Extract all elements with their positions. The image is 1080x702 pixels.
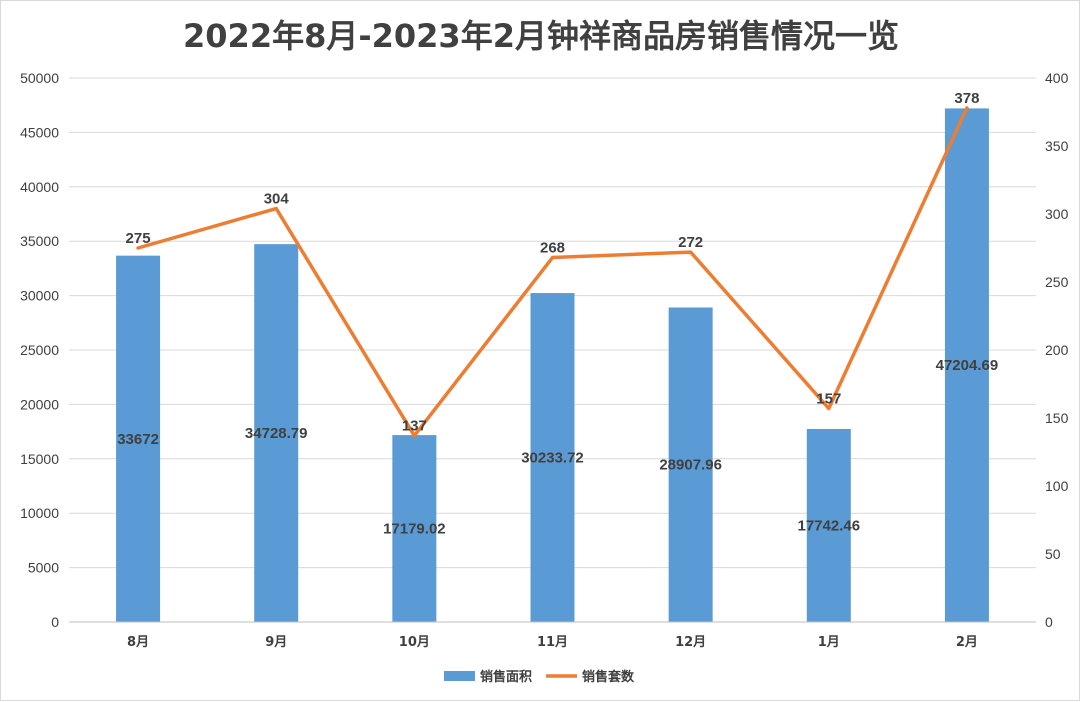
legend: 销售面积 销售套数 (444, 669, 635, 685)
bar (944, 108, 989, 623)
line-point (274, 207, 278, 211)
bar-data-label: 47204.69 (936, 357, 999, 374)
line-data-label: 304 (264, 191, 290, 208)
left-tick-label: 20000 (20, 396, 59, 412)
x-axis: 8月 9月 10月 11月 12月 1月 2月 (69, 621, 1036, 650)
legend-label: 销售套数 (582, 669, 635, 685)
right-tick-label: 400 (1045, 70, 1069, 86)
bar (806, 428, 851, 622)
bar-data-label: 34728.79 (245, 425, 308, 442)
bar (254, 244, 299, 623)
right-tick-label: 200 (1045, 342, 1069, 358)
bar (668, 307, 713, 622)
line-data-label: 272 (678, 234, 703, 251)
left-tick-label: 10000 (20, 505, 59, 521)
line-data-label: 137 (402, 418, 427, 435)
legend-label: 销售面积 (480, 669, 532, 685)
right-tick-label: 0 (1045, 614, 1053, 630)
bar (116, 255, 161, 623)
category-label: 8月 (127, 635, 149, 650)
left-tick-label: 50000 (20, 70, 59, 86)
left-tick-label: 0 (51, 614, 59, 630)
chart-title: 2022年8月-2023年2月钟祥商品房销售情况一览 (183, 17, 899, 55)
category-label: 9月 (265, 635, 287, 650)
category-label: 2月 (956, 635, 978, 650)
bar-series (116, 108, 989, 623)
right-tick-label: 50 (1045, 546, 1061, 562)
left-axis: 0 5000 10000 15000 20000 25000 30000 35000 40000… (20, 70, 59, 630)
bar-data-label: 17742.46 (797, 517, 860, 534)
right-tick-label: 100 (1045, 478, 1069, 494)
line-data-label: 157 (816, 390, 841, 407)
line-point (689, 250, 693, 254)
line-data-label: 275 (126, 230, 151, 247)
bar (392, 435, 437, 622)
left-tick-label: 40000 (20, 179, 59, 195)
line-point (136, 246, 140, 250)
category-label: 10月 (399, 635, 430, 650)
bar (530, 293, 575, 622)
category-label: 11月 (537, 635, 568, 650)
left-tick-label: 30000 (20, 288, 59, 304)
bar-data-label: 28907.96 (659, 457, 722, 474)
bar-data-label: 30233.72 (521, 450, 584, 467)
left-tick-label: 15000 (20, 451, 59, 467)
line-data-label: 268 (540, 240, 565, 257)
left-tick-label: 35000 (20, 233, 59, 249)
legend-swatch-bar (444, 671, 475, 681)
right-tick-label: 150 (1045, 410, 1069, 426)
line-point (965, 106, 969, 110)
data-labels: 33672 34728.79 17179.02 30233.72 28907.96 177… (117, 90, 998, 538)
right-axis: 0 50 100 150 200 250 300 350 400 (1045, 70, 1069, 630)
bar-data-label: 17179.02 (383, 521, 446, 538)
right-tick-label: 350 (1045, 138, 1069, 154)
line-series (136, 106, 969, 438)
right-tick-label: 250 (1045, 274, 1069, 290)
category-label: 1月 (818, 635, 840, 650)
bar-data-label: 33672 (117, 431, 159, 448)
left-tick-label: 5000 (28, 560, 59, 576)
left-tick-label: 45000 (20, 124, 59, 140)
line-data-label: 378 (954, 90, 979, 107)
line-point (827, 406, 831, 410)
category-label: 12月 (675, 635, 706, 650)
right-tick-label: 300 (1045, 206, 1069, 222)
left-tick-label: 25000 (20, 342, 59, 358)
line-point (551, 256, 554, 260)
line-point (412, 434, 416, 438)
